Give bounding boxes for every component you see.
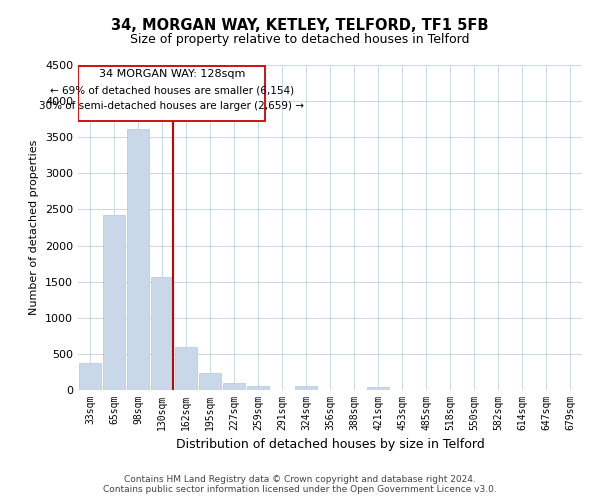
Bar xyxy=(151,276,173,390)
Text: Contains HM Land Registry data © Crown copyright and database right 2024.
Contai: Contains HM Land Registry data © Crown c… xyxy=(103,474,497,494)
Bar xyxy=(175,346,197,390)
Bar xyxy=(127,128,149,390)
Bar xyxy=(247,386,269,390)
Bar xyxy=(295,386,317,390)
Y-axis label: Number of detached properties: Number of detached properties xyxy=(29,140,40,315)
Bar xyxy=(367,387,389,390)
X-axis label: Distribution of detached houses by size in Telford: Distribution of detached houses by size … xyxy=(176,438,484,452)
Text: ← 69% of detached houses are smaller (6,154): ← 69% of detached houses are smaller (6,… xyxy=(50,86,294,96)
Text: 30% of semi-detached houses are larger (2,659) →: 30% of semi-detached houses are larger (… xyxy=(40,101,304,111)
Text: 34, MORGAN WAY, KETLEY, TELFORD, TF1 5FB: 34, MORGAN WAY, KETLEY, TELFORD, TF1 5FB xyxy=(111,18,489,32)
FancyBboxPatch shape xyxy=(79,66,265,122)
Bar xyxy=(223,383,245,390)
Text: 34 MORGAN WAY: 128sqm: 34 MORGAN WAY: 128sqm xyxy=(98,69,245,79)
Text: Size of property relative to detached houses in Telford: Size of property relative to detached ho… xyxy=(130,32,470,46)
Bar xyxy=(79,362,101,390)
Bar xyxy=(103,215,125,390)
Bar xyxy=(199,372,221,390)
